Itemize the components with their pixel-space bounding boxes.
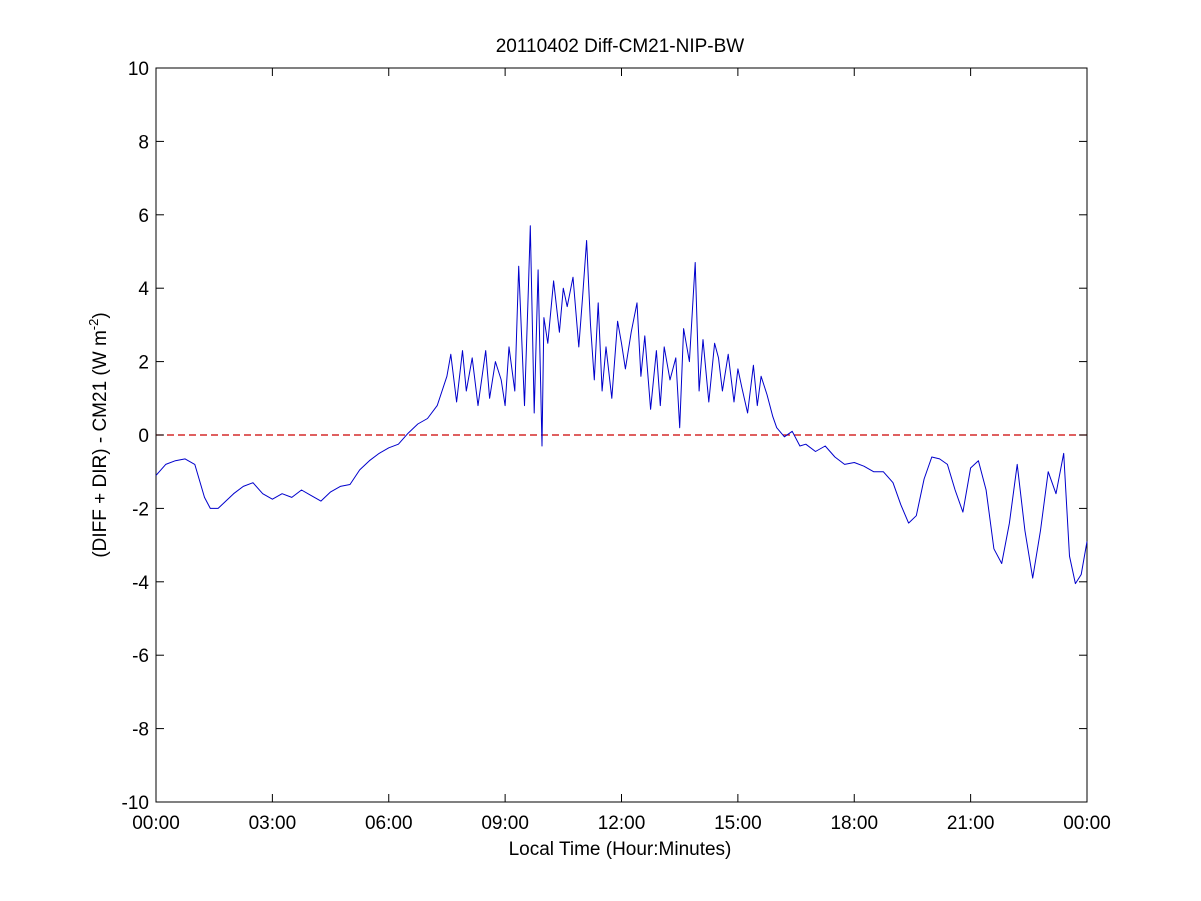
y-tick-label: 2	[138, 353, 149, 374]
y-axis-label-main: (DIFF + DIR) - CM21 (W m	[90, 330, 111, 557]
x-tick-label: 09:00	[481, 813, 529, 834]
y-tick-label: 4	[138, 279, 149, 300]
x-tick-label: 21:00	[947, 813, 995, 834]
series-layer	[155, 225, 1088, 585]
y-tick-label: -10	[122, 793, 149, 814]
y-tick-label: -2	[132, 499, 149, 520]
y-tick-label: 10	[128, 59, 149, 80]
chart-title: 20110402 Diff-CM21-NIP-BW	[496, 36, 745, 57]
y-axis-label-end: )	[90, 312, 111, 318]
y-tick-label: 0	[138, 426, 149, 447]
x-axis-label: Local Time (Hour:Minutes)	[509, 839, 732, 860]
y-axis-label: (DIFF + DIR) - CM21 (W m-2)	[86, 312, 111, 557]
x-axis: 00:00 03:00 06:00 09:00 12:00 15:00 18:00 21:00…	[132, 68, 1111, 834]
x-tick-label: 03:00	[249, 813, 297, 834]
y-tick-label: 6	[138, 206, 149, 227]
y-axis: -10 -8 -6 -4 -2 0 2 4 6 8 10	[122, 59, 1087, 814]
x-tick-label: 06:00	[365, 813, 413, 834]
y-tick-label: -6	[132, 646, 149, 667]
y-tick-label: 8	[138, 132, 149, 153]
series-line-0	[155, 225, 1088, 585]
x-tick-label: 18:00	[830, 813, 878, 834]
x-tick-label: 00:00	[132, 813, 180, 834]
y-axis-label-superscript: -2	[86, 319, 101, 331]
x-tick-label: 15:00	[714, 813, 762, 834]
x-tick-label: 00:00	[1063, 813, 1111, 834]
y-tick-label: -4	[132, 573, 149, 594]
y-tick-label: -8	[132, 720, 149, 741]
x-tick-label: 12:00	[598, 813, 646, 834]
